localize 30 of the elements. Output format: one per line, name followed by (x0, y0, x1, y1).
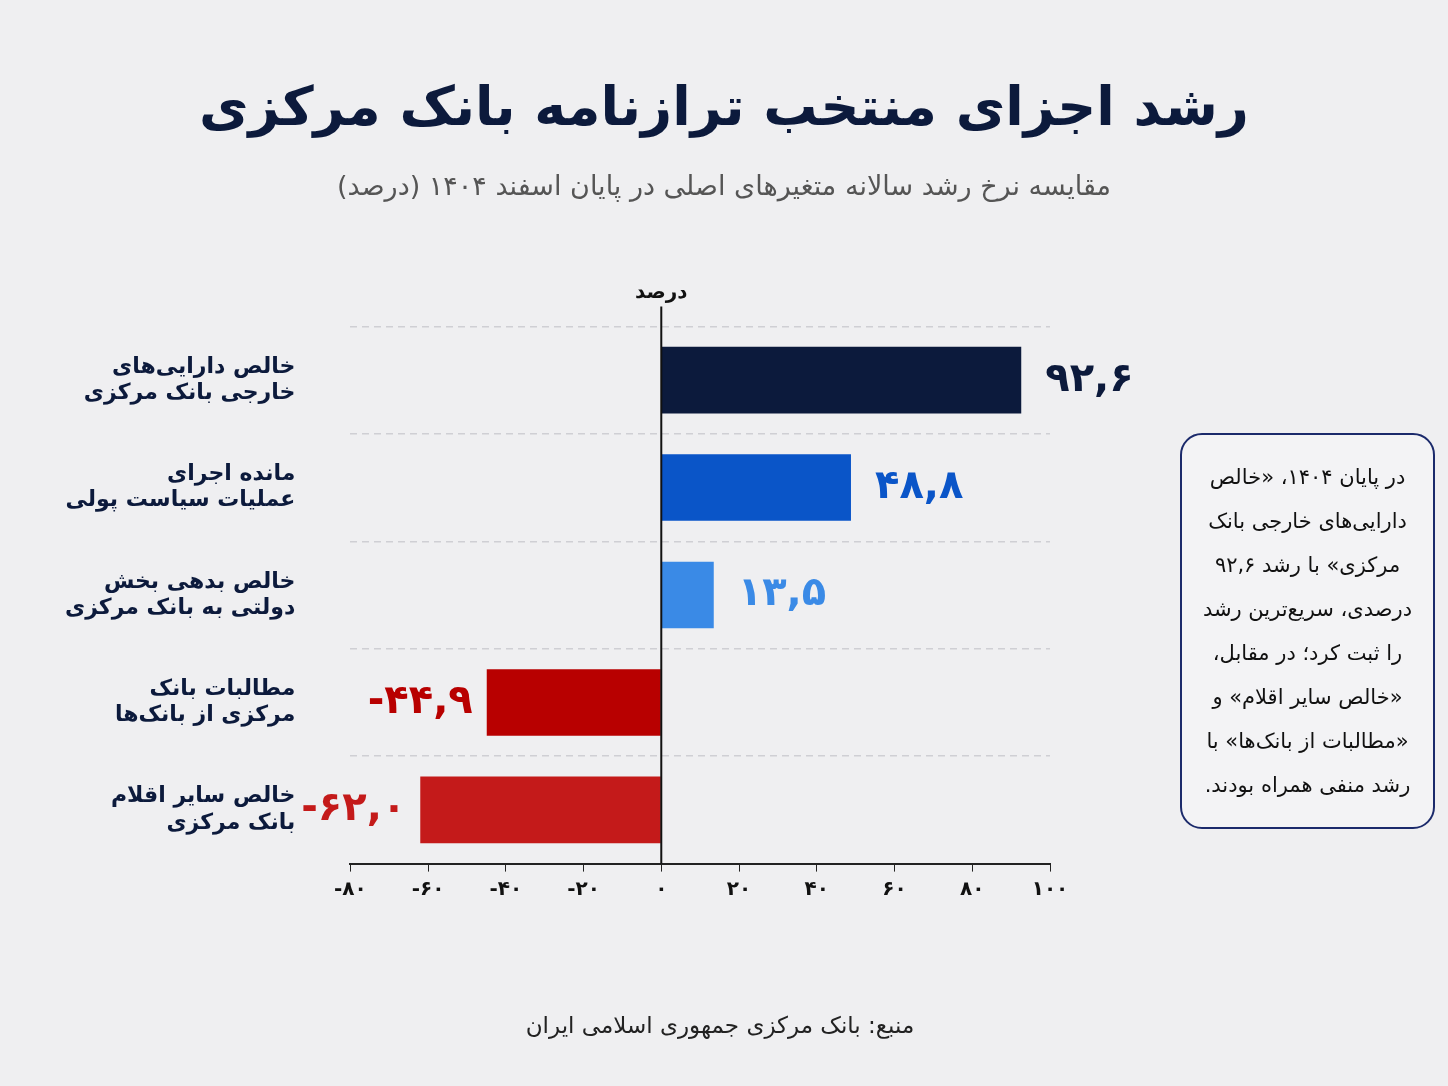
x-tick-label: -۲۰ (567, 875, 600, 900)
data-label: -۴۴,۹ (367, 675, 473, 722)
x-tick-label: -۸۰ (333, 875, 367, 900)
bar (661, 454, 851, 521)
bar (420, 776, 661, 844)
bar (661, 346, 1022, 414)
x-tick-label: ۰ (655, 875, 668, 900)
text: منبع: بانک مرکزی جمهوری اسلامی ایران (524, 1012, 916, 1038)
y-tick-label: مطالبات بانک مرکزی از بانک‌ها (114, 674, 296, 728)
bar (661, 561, 714, 629)
bar (486, 669, 661, 736)
x-tick-label: ۶۰ (882, 875, 907, 900)
y-tick-label: مانده اجرای عملیات سیاست پولی (65, 460, 296, 513)
x-tick-label: ۱۰۰ (1031, 875, 1069, 900)
x-tick-label: -۴۰ (489, 875, 523, 900)
chart-title: رشد اجزای منتخب ترازنامه بانک مرکزی (198, 75, 1250, 138)
data-label: -۶۲,۰ (301, 783, 407, 830)
y-tick-label: خالص سایر اقلام بانک مرکزی (110, 782, 296, 835)
text: در پایان ۱۴۰۴، «خالص دارایی‌های خارجی بانک مرکزی» با رشد ۹۲,۶ درصدی، سریع‌ترین رشد را ثبت کرد؛ در مقابل، «خالص سایر اقلام» و «مطالبات از بانک‌ها» با رشد منفی همراه بودند. (1180, 433, 1435, 829)
x-tick-label: -۶۰ (411, 875, 445, 900)
y-tick-label: خالص دارایی‌های خارجی بانک مرکزی (83, 352, 296, 406)
x-tick-label: ۸۰ (960, 875, 985, 900)
data-label: ۱۳,۵ (737, 568, 827, 615)
y-tick-label: خالص بدهی بخش دولتی به بانک مرکزی (64, 567, 296, 620)
data-label: ۴۸,۸ (874, 460, 964, 507)
chart-subtitle: مقایسه نرخ رشد سالانه متغیرهای اصلی در پایان اسفند ۱۴۰۴ (درصد) (335, 170, 1112, 201)
data-label: ۹۲,۶ (1045, 353, 1134, 400)
x-tick-label: ۲۰ (726, 875, 752, 900)
x-axis-title: درصد (634, 278, 688, 303)
x-tick-label: ۴۰ (804, 875, 829, 900)
